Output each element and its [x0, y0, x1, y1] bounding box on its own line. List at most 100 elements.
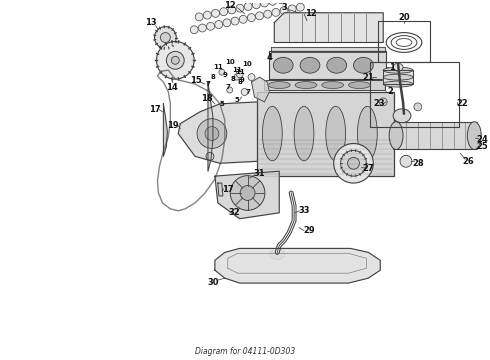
Text: 24: 24: [476, 135, 488, 144]
Text: 19: 19: [168, 121, 179, 130]
Ellipse shape: [334, 144, 373, 183]
Ellipse shape: [264, 10, 271, 18]
Ellipse shape: [247, 14, 255, 22]
Ellipse shape: [154, 27, 176, 49]
Ellipse shape: [228, 6, 236, 14]
Ellipse shape: [239, 15, 247, 23]
Text: 9: 9: [222, 72, 227, 78]
Ellipse shape: [203, 11, 211, 19]
Text: 11: 11: [235, 69, 245, 75]
Ellipse shape: [288, 5, 296, 13]
Ellipse shape: [273, 57, 293, 73]
Text: 20: 20: [398, 13, 410, 22]
Text: 25: 25: [476, 142, 488, 151]
Text: 8: 8: [211, 74, 216, 80]
Text: 28: 28: [412, 159, 424, 168]
Text: 12: 12: [224, 1, 236, 10]
Polygon shape: [215, 171, 279, 219]
Text: 8: 8: [237, 79, 242, 85]
Ellipse shape: [277, 0, 285, 4]
Ellipse shape: [348, 82, 370, 89]
Polygon shape: [383, 70, 413, 84]
Ellipse shape: [383, 74, 413, 80]
Ellipse shape: [252, 1, 260, 9]
Ellipse shape: [294, 106, 314, 161]
Polygon shape: [178, 102, 257, 163]
Ellipse shape: [256, 12, 264, 20]
Ellipse shape: [270, 249, 285, 259]
Ellipse shape: [285, 0, 293, 2]
Ellipse shape: [205, 127, 219, 140]
Ellipse shape: [236, 71, 243, 78]
Text: 33: 33: [298, 206, 310, 215]
Text: 3: 3: [281, 3, 287, 12]
Text: 13: 13: [145, 18, 156, 27]
Ellipse shape: [341, 150, 367, 176]
Polygon shape: [251, 77, 270, 102]
Text: 10: 10: [225, 59, 235, 65]
Text: 7: 7: [225, 84, 230, 90]
Text: Diagram for 04111-0D303: Diagram for 04111-0D303: [195, 347, 295, 356]
Ellipse shape: [379, 98, 387, 106]
Ellipse shape: [347, 157, 360, 169]
Ellipse shape: [234, 74, 240, 80]
Ellipse shape: [300, 57, 320, 73]
Text: 4: 4: [267, 53, 272, 62]
Bar: [393, 122, 477, 149]
Bar: [265, 80, 385, 90]
Ellipse shape: [219, 69, 225, 75]
Ellipse shape: [400, 156, 412, 167]
Ellipse shape: [295, 82, 317, 89]
Text: 27: 27: [363, 164, 374, 173]
Text: 11: 11: [232, 67, 242, 73]
Text: 32: 32: [229, 208, 241, 217]
Text: 7: 7: [205, 81, 210, 87]
Text: 17: 17: [222, 185, 234, 194]
Polygon shape: [208, 82, 213, 171]
Polygon shape: [215, 248, 380, 283]
Ellipse shape: [467, 122, 481, 149]
Ellipse shape: [269, 82, 290, 89]
Ellipse shape: [383, 81, 413, 87]
Polygon shape: [271, 48, 385, 53]
Ellipse shape: [414, 103, 422, 111]
Ellipse shape: [190, 26, 198, 34]
Ellipse shape: [160, 33, 171, 42]
Text: 17: 17: [148, 105, 160, 114]
Ellipse shape: [241, 89, 248, 95]
Ellipse shape: [220, 8, 228, 15]
Ellipse shape: [198, 24, 206, 32]
Text: 9: 9: [239, 77, 244, 83]
Ellipse shape: [244, 3, 252, 10]
Bar: [270, 51, 386, 79]
Ellipse shape: [393, 109, 411, 123]
Ellipse shape: [326, 106, 345, 161]
Text: 29: 29: [303, 226, 315, 235]
Text: 31: 31: [254, 169, 265, 178]
Ellipse shape: [327, 57, 346, 73]
Ellipse shape: [212, 9, 220, 17]
Text: 30: 30: [207, 278, 219, 287]
Ellipse shape: [358, 106, 377, 161]
Text: 8: 8: [230, 76, 235, 82]
Ellipse shape: [231, 17, 239, 25]
Text: 10: 10: [242, 61, 251, 67]
Ellipse shape: [261, 0, 269, 7]
Ellipse shape: [393, 63, 403, 71]
Polygon shape: [218, 183, 223, 196]
Ellipse shape: [248, 74, 255, 81]
Ellipse shape: [383, 67, 413, 73]
Ellipse shape: [206, 152, 214, 160]
Ellipse shape: [322, 82, 343, 89]
Polygon shape: [164, 104, 168, 156]
Bar: [257, 92, 394, 176]
Ellipse shape: [296, 3, 304, 11]
Text: 12: 12: [305, 9, 317, 18]
Text: 26: 26: [463, 157, 474, 166]
Ellipse shape: [197, 119, 227, 148]
Polygon shape: [274, 13, 383, 42]
Ellipse shape: [227, 87, 233, 93]
Ellipse shape: [215, 21, 222, 28]
Text: 23: 23: [373, 99, 385, 108]
Ellipse shape: [240, 185, 255, 201]
